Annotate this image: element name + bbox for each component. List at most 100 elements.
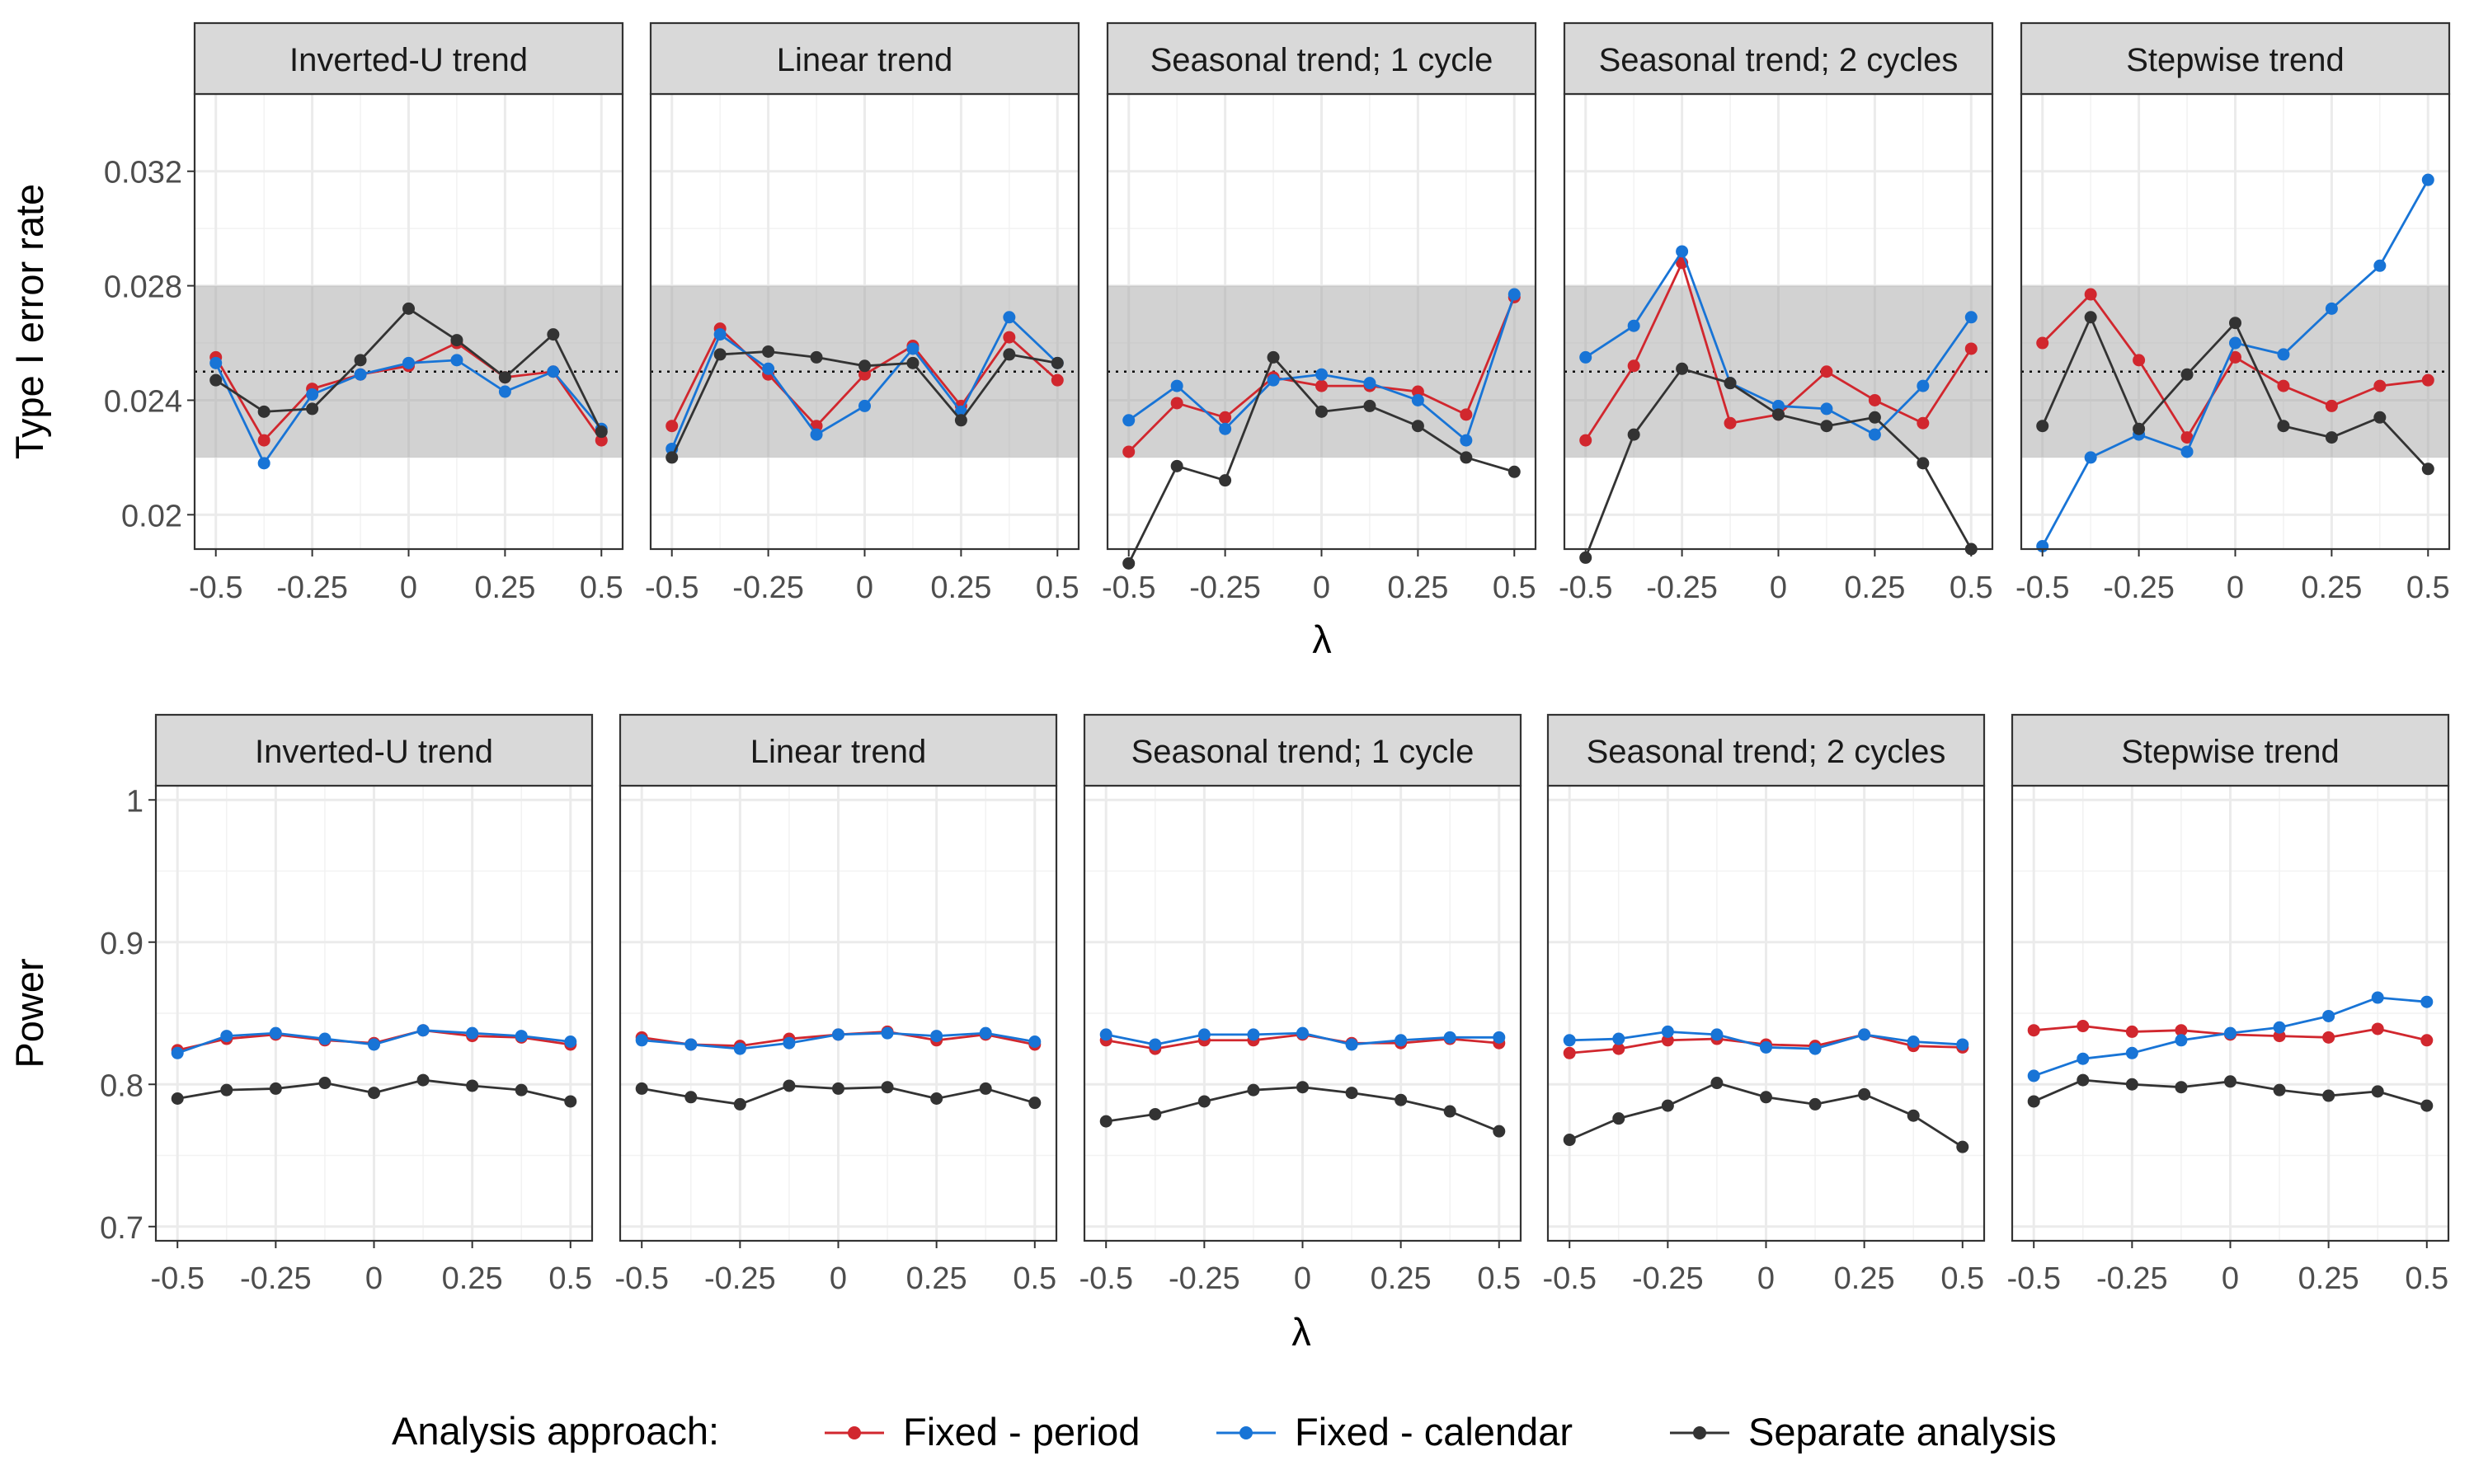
x-tick-label: -0.25 xyxy=(2103,571,2175,605)
x-tick-label: -0.25 xyxy=(732,571,804,605)
data-point xyxy=(1917,457,1930,470)
series-separate-analysis xyxy=(1122,350,1521,570)
facet-strip xyxy=(1083,713,1522,787)
y-axis-tick-labels: 0.7 0.8 0.9 1 xyxy=(100,784,156,1246)
data-point xyxy=(354,368,367,381)
series-fixed-calendar xyxy=(2027,991,2434,1082)
x-tick-label: 0.5 xyxy=(1940,1261,1984,1296)
data-point xyxy=(2373,411,2387,424)
data-point xyxy=(402,302,415,315)
x-tick-label: 0.25 xyxy=(1844,571,1905,605)
data-point xyxy=(2273,1030,2286,1043)
legend-item-separate-analysis: Separate analysis xyxy=(1670,1410,2057,1453)
data-point xyxy=(220,1030,233,1043)
data-point xyxy=(1443,1105,1456,1118)
data-point xyxy=(1507,465,1521,478)
x-tick-label: -0.5 xyxy=(614,1261,668,1296)
data-point xyxy=(354,354,367,367)
data-point xyxy=(564,1095,577,1108)
x-tick-label: 0.5 xyxy=(1477,1261,1521,1296)
data-point xyxy=(368,1038,380,1051)
x-tick-label: 0.25 xyxy=(1371,1261,1432,1296)
data-point xyxy=(1858,1087,1871,1101)
data-point xyxy=(1411,393,1424,406)
data-point xyxy=(2180,431,2194,444)
data-point xyxy=(2133,422,2146,435)
x-tick-label: 0.5 xyxy=(1013,1261,1056,1296)
facet-strip xyxy=(1546,713,1986,787)
facet-strip-label: Seasonal trend; 1 cycle xyxy=(1131,734,1475,770)
data-point xyxy=(1676,245,1689,258)
x-tick-label: -0.5 xyxy=(1559,571,1612,605)
data-point xyxy=(684,1038,698,1051)
data-point xyxy=(2175,1024,2188,1037)
data-point xyxy=(2027,1095,2040,1108)
data-point xyxy=(1460,408,1473,421)
x-tick-label: 0.5 xyxy=(548,1261,592,1296)
data-point xyxy=(2273,1021,2286,1034)
data-point xyxy=(1627,359,1640,373)
facet-strip xyxy=(2011,713,2450,787)
gridlines xyxy=(2012,786,2448,1241)
facet-strip xyxy=(154,713,594,787)
data-point xyxy=(2277,379,2290,392)
legend-item-fixed-period: Fixed - period xyxy=(825,1410,1140,1453)
x-tick-label: 0.25 xyxy=(474,571,535,605)
facet-row-bottom: Power λ 0.7 0.8 0.9 1 Inverted-U trend -0.5 -0.2… xyxy=(7,713,2450,1354)
data-point xyxy=(666,451,679,464)
legend-key-point xyxy=(848,1426,861,1439)
data-point xyxy=(1003,331,1016,344)
data-point xyxy=(1099,1028,1112,1041)
facet-strip xyxy=(2020,21,2451,96)
data-point xyxy=(1579,551,1592,564)
y-tick-label: 0.032 xyxy=(104,156,182,190)
series-separate-analysis xyxy=(635,1079,1042,1111)
data-point xyxy=(450,354,463,367)
y-tick-label: 0.8 xyxy=(100,1068,143,1103)
data-point xyxy=(466,1026,479,1040)
y-tick-label: 0.7 xyxy=(100,1211,143,1246)
x-tick-label: 0.25 xyxy=(442,1261,503,1296)
data-point xyxy=(2229,317,2241,330)
data-point xyxy=(1170,397,1183,410)
series-separate-analysis xyxy=(1563,1077,1969,1153)
data-point xyxy=(498,371,511,384)
data-point xyxy=(2036,420,2049,433)
x-tick-label: 0.25 xyxy=(1387,571,1448,605)
data-point xyxy=(2420,995,2434,1008)
y-axis-title: Type I error rate xyxy=(7,184,51,459)
data-point xyxy=(2421,463,2434,476)
panel-seasonal-trend-2-cycles: Seasonal trend; 2 cycles -0.5 -0.25 0 0.25 0.… xyxy=(1542,713,1986,1296)
x-tick-label: -0.5 xyxy=(1079,1261,1132,1296)
data-point xyxy=(1219,422,1232,435)
data-point xyxy=(368,1087,380,1100)
data-point xyxy=(1197,1028,1211,1041)
data-point xyxy=(2077,1073,2090,1087)
data-point xyxy=(1247,1083,1260,1097)
data-point xyxy=(209,356,223,369)
legend-key-point xyxy=(1239,1426,1253,1439)
data-point xyxy=(1563,1134,1576,1147)
data-point xyxy=(1772,399,1785,412)
panel-stepwise-trend: Stepwise trend -0.5 -0.25 0 0.25 0.5 xyxy=(2006,713,2450,1296)
data-point xyxy=(1493,1031,1506,1044)
data-point xyxy=(1028,1097,1042,1110)
data-point xyxy=(595,425,608,439)
data-point xyxy=(2084,311,2097,324)
data-point xyxy=(2084,288,2097,301)
data-point xyxy=(1219,411,1232,424)
facet-strip-label: Inverted-U trend xyxy=(255,734,493,770)
data-point xyxy=(1411,385,1424,398)
data-point xyxy=(1363,399,1376,412)
data-point xyxy=(858,399,871,412)
x-tick-label: 0 xyxy=(830,1261,847,1296)
data-point xyxy=(1612,1112,1625,1125)
x-tick-label: 0 xyxy=(1294,1261,1311,1296)
legend-item-label: Fixed - calendar xyxy=(1295,1410,1573,1453)
facet-strip-label: Linear trend xyxy=(777,42,952,78)
data-point xyxy=(2322,1031,2335,1044)
facet-strip-label: Linear trend xyxy=(750,734,926,770)
data-point xyxy=(1563,1034,1576,1047)
facet-strip xyxy=(618,713,1058,787)
data-point xyxy=(1772,408,1785,421)
